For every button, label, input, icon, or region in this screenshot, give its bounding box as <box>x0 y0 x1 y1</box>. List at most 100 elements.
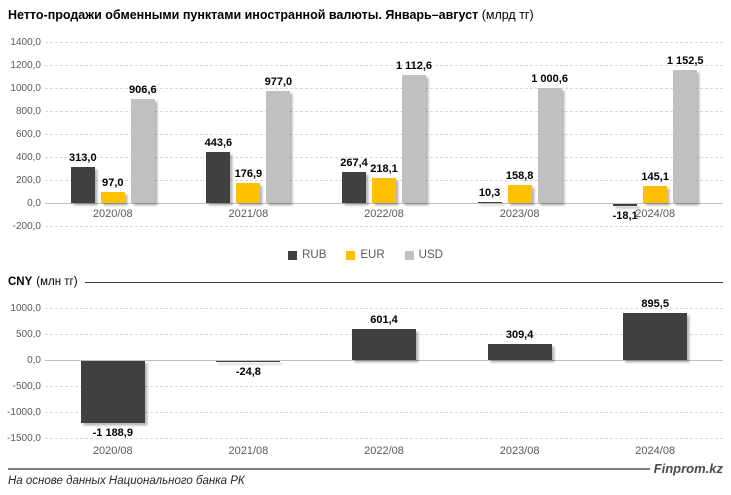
footer-divider: Finprom.kz <box>8 461 723 476</box>
x-axis-category-label: 2021/08 <box>228 208 269 220</box>
cny-chart-title: CNY (млн тг) <box>8 276 723 288</box>
bar-eur-2022-08 <box>372 178 396 203</box>
y-axis-tick-label: -200,0 <box>12 221 41 232</box>
bar-rub-2020-08 <box>70 167 95 203</box>
bar-eur-2021-08 <box>236 183 261 203</box>
x-axis-category-label: 2022/08 <box>364 445 404 457</box>
brand-logo: Finprom.kz <box>653 461 723 476</box>
y-axis-tick-label: 1400,0 <box>10 37 41 48</box>
bar-value-label: 313,0 <box>69 152 97 164</box>
page-title-unit: (млрд тг) <box>481 8 534 22</box>
legend-item-rub: RUB <box>288 249 326 261</box>
legend-item-eur: EUR <box>346 249 385 261</box>
x-axis-category-label: 2022/08 <box>364 208 404 220</box>
bar-value-label: 1 112,6 <box>395 60 433 72</box>
bar-cny-2024-08 <box>623 313 688 360</box>
gridline <box>45 386 723 387</box>
cny-title-rule <box>84 281 723 283</box>
source-note: На основе данных Национального банка РК <box>8 475 245 487</box>
bar-value-label: 895,5 <box>641 298 669 310</box>
y-axis-tick-label: 600,0 <box>15 129 41 140</box>
bar-value-label: -24,8 <box>235 366 261 378</box>
bar-value-label: 1 000,6 <box>531 73 568 85</box>
gridline <box>45 65 723 66</box>
bar-rub-2024-08 <box>613 204 638 206</box>
y-axis-tick-label: -1500,0 <box>7 433 41 444</box>
chart-legend: RUB EUR USD <box>0 249 731 261</box>
bar-cny-2021-08 <box>216 361 281 362</box>
bar-value-label: -18,1 <box>612 210 638 222</box>
bar-eur-2023-08 <box>507 185 532 203</box>
bar-usd-2024-08 <box>673 70 698 203</box>
bar-value-label: 10,3 <box>478 187 501 199</box>
bar-value-label: 145,1 <box>641 171 669 183</box>
legend-swatch-usd <box>404 250 414 260</box>
bar-value-label: 443,6 <box>204 137 233 149</box>
gridline <box>45 157 723 158</box>
bar-rub-2021-08 <box>206 152 231 203</box>
y-axis-tick-label: 1000,0 <box>10 303 41 314</box>
gridline <box>45 226 723 227</box>
y-axis-tick-label: 0,0 <box>27 355 41 366</box>
bar-value-label: 1 152,5 <box>666 55 704 67</box>
bar-value-label: 218,1 <box>370 163 398 175</box>
cny-title-text: CNY <box>8 276 33 288</box>
bar-value-label: 601,4 <box>370 314 398 326</box>
legend-swatch-eur <box>346 250 356 260</box>
x-axis-category-label: 2020/08 <box>92 445 133 457</box>
bar-value-label: 176,9 <box>234 168 263 180</box>
bar-rub-2022-08 <box>342 172 366 203</box>
bar-value-label: 977,0 <box>264 76 293 88</box>
legend-swatch-rub <box>288 250 298 260</box>
bar-value-label: 158,8 <box>505 170 534 182</box>
y-axis-tick-label: 1000,0 <box>10 83 41 94</box>
bar-eur-2020-08 <box>100 192 125 203</box>
legend-label: EUR <box>360 249 385 261</box>
bar-cny-2020-08 <box>80 361 145 423</box>
bar-usd-2020-08 <box>130 99 155 203</box>
bar-value-label: 267,4 <box>340 157 368 169</box>
bar-value-label: 309,4 <box>505 329 534 341</box>
bar-rub-2023-08 <box>477 202 502 203</box>
y-axis-tick-label: -500,0 <box>12 381 41 392</box>
gridline <box>45 111 723 112</box>
bar-usd-2021-08 <box>266 91 291 203</box>
bar-value-label: -1 188,9 <box>92 427 133 439</box>
x-axis-category-label: 2023/08 <box>499 445 540 457</box>
gridline <box>45 88 723 89</box>
x-axis-category-label: 2021/08 <box>228 445 269 457</box>
legend-label: USD <box>418 249 443 261</box>
y-axis-tick-label: 500,0 <box>15 329 41 340</box>
bar-value-label: 97,0 <box>102 177 124 189</box>
gridline <box>45 438 723 439</box>
page-title-text: Нетто-продажи обменными пунктами иностра… <box>8 8 479 22</box>
bar-usd-2022-08 <box>402 75 426 203</box>
x-axis-category-label: 2023/08 <box>499 208 540 220</box>
cny-title-unit: (млн тг) <box>36 276 78 288</box>
y-axis-tick-label: 0,0 <box>27 198 41 209</box>
y-axis-tick-label: 1200,0 <box>10 60 41 71</box>
gridline <box>45 360 723 361</box>
bar-cny-2022-08 <box>352 329 416 360</box>
bar-cny-2023-08 <box>487 344 552 360</box>
y-axis-tick-label: 200,0 <box>15 175 41 186</box>
footer-rule <box>8 467 650 470</box>
page-title: Нетто-продажи обменными пунктами иностра… <box>8 8 534 22</box>
gridline <box>45 42 723 43</box>
bar-usd-2023-08 <box>537 88 562 203</box>
legend-label: RUB <box>302 249 327 261</box>
y-axis-tick-label: -1000,0 <box>7 407 41 418</box>
x-axis-category-label: 2024/08 <box>635 445 676 457</box>
x-axis-category-label: 2024/08 <box>635 208 676 220</box>
bar-value-label: 906,6 <box>129 84 157 96</box>
gridline <box>45 203 723 204</box>
gridline <box>45 134 723 135</box>
y-axis-tick-label: 800,0 <box>15 106 41 117</box>
legend-item-usd: USD <box>404 249 443 261</box>
bar-eur-2024-08 <box>643 186 668 203</box>
gridline <box>45 412 723 413</box>
y-axis-tick-label: 400,0 <box>15 152 41 163</box>
x-axis-category-label: 2020/08 <box>92 208 133 220</box>
gridline <box>45 308 723 309</box>
